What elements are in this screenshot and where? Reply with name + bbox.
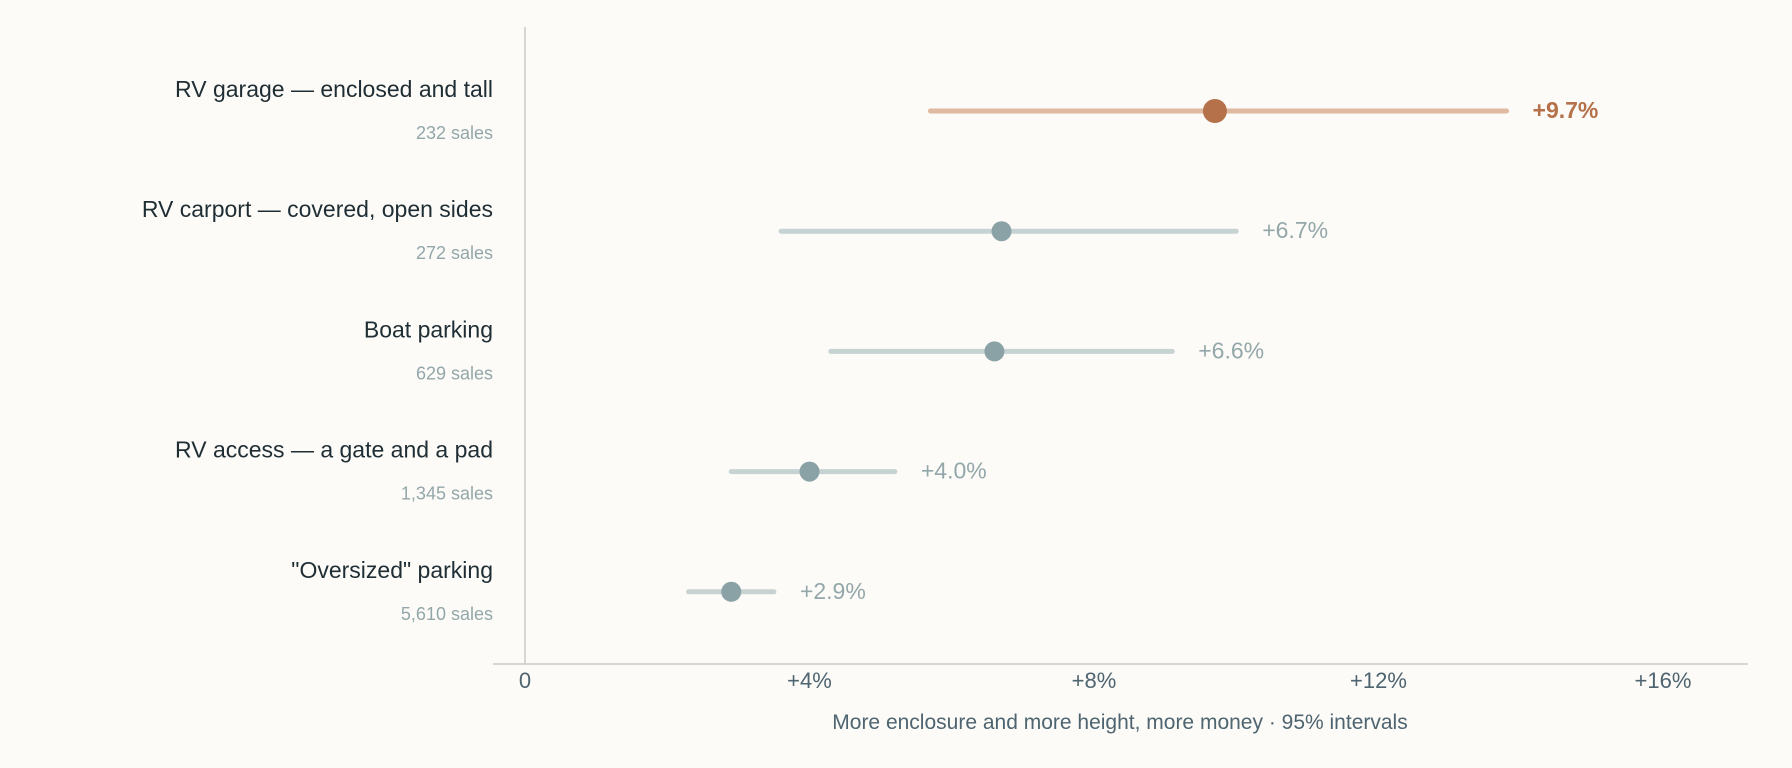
- sales-count-label: 1,345 sales: [401, 484, 493, 504]
- row-3: RV access — a gate and a pad 1,345 sales +…: [175, 437, 987, 504]
- estimate-point: [984, 341, 1005, 362]
- sales-count-label: 272 sales: [416, 243, 493, 263]
- axis-layer: 0 +4% +8% +12% +16%: [493, 27, 1748, 693]
- estimate-point: [799, 461, 820, 482]
- value-label: +6.7%: [1262, 217, 1328, 243]
- x-tick-label: +16%: [1635, 668, 1692, 693]
- x-tick-label: +12%: [1350, 668, 1407, 693]
- estimate-point: [1202, 99, 1227, 123]
- sales-count-label: 629 sales: [416, 363, 493, 383]
- x-axis-title: More enclosure and more height, more mon…: [832, 711, 1407, 734]
- estimate-point: [721, 581, 742, 602]
- sales-count-label: 232 sales: [416, 123, 493, 143]
- category-label: "Oversized" parking: [291, 557, 493, 583]
- row-4: "Oversized" parking 5,610 sales +2.9%: [291, 557, 866, 624]
- row-1: RV carport — covered, open sides 272 sale…: [142, 196, 1328, 263]
- category-label: RV access — a gate and a pad: [175, 437, 493, 463]
- value-label: +9.7%: [1533, 97, 1599, 123]
- rows-layer: RV garage — enclosed and tall 232 sales +9…: [142, 76, 1599, 624]
- row-2: Boat parking 629 sales +6.6%: [364, 316, 1264, 383]
- estimate-point: [991, 221, 1012, 242]
- x-tick-label: +8%: [1072, 668, 1117, 693]
- category-label: RV carport — covered, open sides: [142, 196, 493, 222]
- value-label: +4.0%: [921, 458, 987, 484]
- value-label: +2.9%: [800, 578, 866, 604]
- sales-count-label: 5,610 sales: [401, 604, 493, 624]
- row-0: RV garage — enclosed and tall 232 sales +9…: [175, 76, 1598, 143]
- x-tick-label: +4%: [787, 668, 832, 693]
- value-label: +6.6%: [1198, 337, 1264, 363]
- category-label: RV garage — enclosed and tall: [175, 76, 493, 102]
- x-tick-label: 0: [519, 668, 531, 693]
- category-label: Boat parking: [364, 316, 493, 342]
